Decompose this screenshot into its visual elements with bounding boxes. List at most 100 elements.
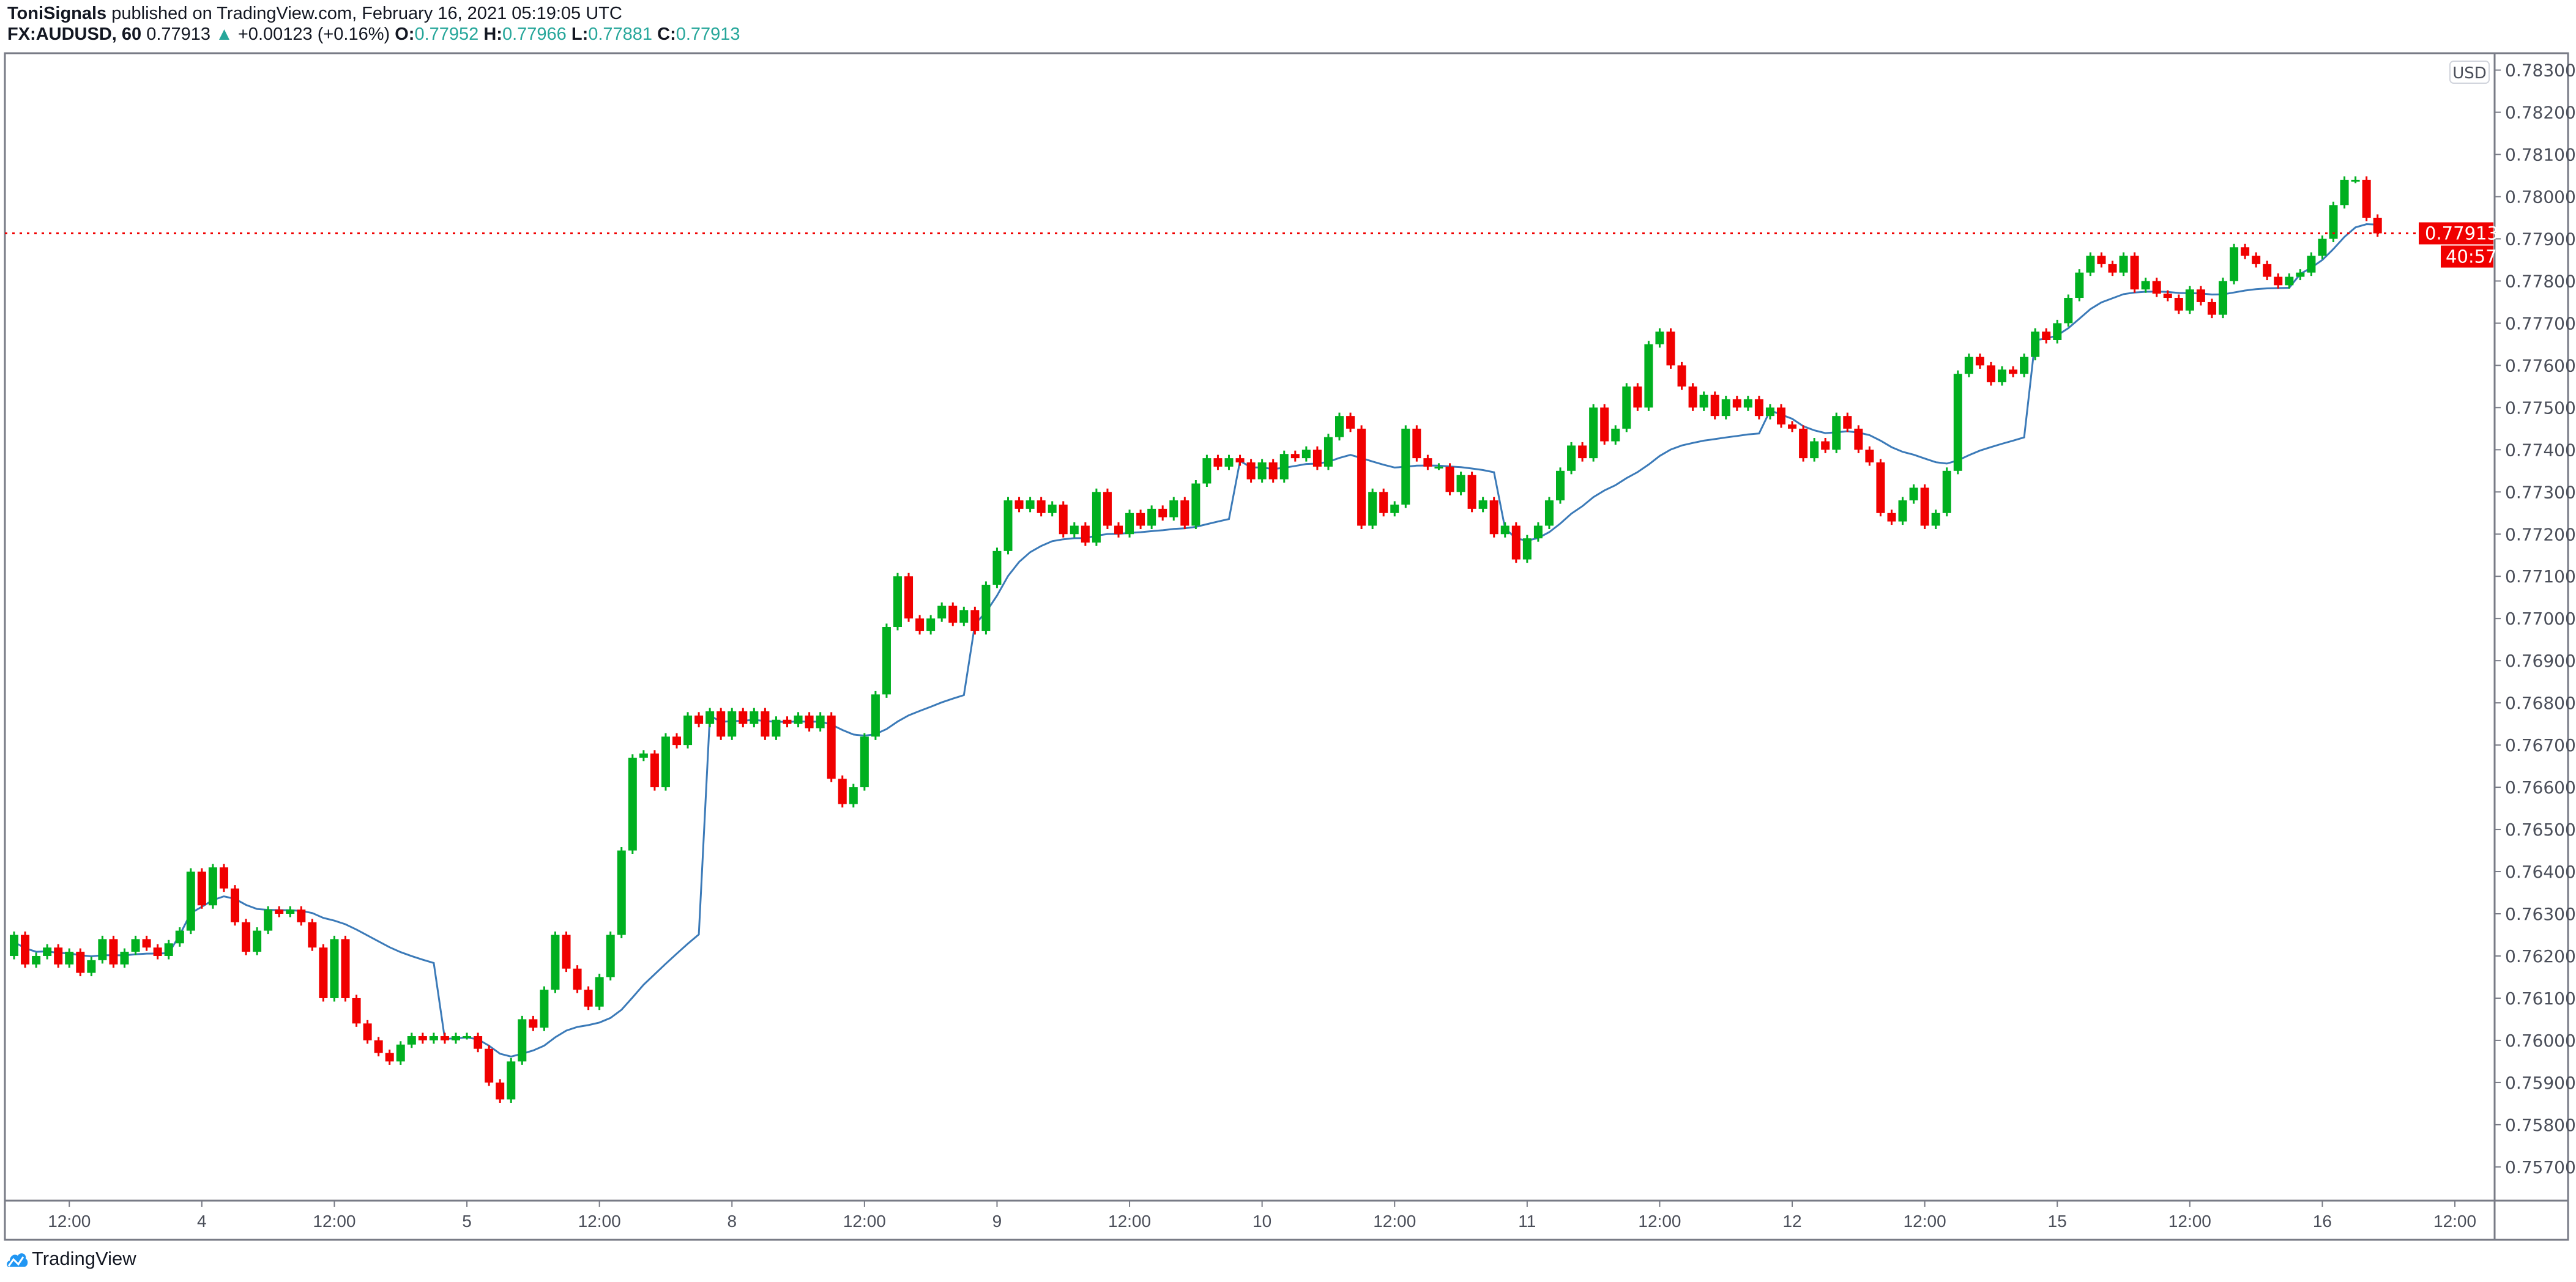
- candle: [164, 939, 173, 960]
- candle-body: [529, 1019, 538, 1028]
- candle-body: [1854, 428, 1863, 450]
- candle: [1346, 412, 1355, 432]
- candle: [175, 927, 184, 947]
- candle-body: [153, 947, 162, 956]
- price-tick-label: 0.76000: [2505, 1031, 2576, 1051]
- candle: [639, 750, 648, 761]
- candle: [153, 944, 162, 960]
- time-tick-label: 12: [1782, 1212, 1801, 1231]
- price-tick-label: 0.76300: [2505, 904, 2576, 924]
- candle: [1478, 497, 1487, 513]
- candle: [1169, 497, 1178, 521]
- candle: [1180, 497, 1189, 529]
- candle-body: [871, 694, 880, 737]
- candle-body: [1622, 386, 1631, 429]
- candle: [1114, 522, 1123, 538]
- tradingview-logo[interactable]: TradingView: [6, 1248, 136, 1270]
- candle-body: [76, 952, 85, 973]
- brand-name: TradingView: [32, 1248, 136, 1269]
- candle-body: [1721, 399, 1730, 417]
- high-value: 0.77966: [502, 24, 567, 44]
- candle: [297, 906, 306, 926]
- candle-body: [2196, 289, 2205, 302]
- candle: [562, 931, 571, 973]
- candle-body: [1909, 487, 1918, 501]
- candle-body: [1059, 504, 1068, 535]
- candle-body: [1511, 525, 1521, 560]
- candle: [32, 952, 41, 968]
- candle: [396, 1041, 405, 1065]
- candle-body: [2207, 302, 2216, 315]
- candle-body: [772, 719, 781, 737]
- candle-body: [1092, 492, 1101, 543]
- candle: [1434, 463, 1443, 470]
- candle: [529, 1015, 538, 1031]
- candle: [1710, 391, 1719, 420]
- candle-body: [385, 1053, 394, 1062]
- candle: [2042, 328, 2051, 344]
- candle-body: [1257, 462, 1267, 480]
- candle: [1611, 425, 1620, 445]
- candle-body: [1445, 466, 1454, 492]
- candle: [772, 716, 781, 740]
- candle-body: [21, 935, 30, 965]
- price-tick-label: 0.77700: [2505, 313, 2576, 333]
- candle: [1511, 522, 1521, 563]
- publish-info: ToniSignals published on TradingView.com…: [7, 4, 622, 24]
- candle-body: [396, 1044, 405, 1062]
- candle-body: [242, 922, 251, 952]
- vwap-polyline: [13, 223, 2378, 1058]
- candle-body: [1213, 458, 1223, 467]
- candle: [87, 957, 96, 977]
- candle: [1810, 438, 1819, 462]
- currency-badge[interactable]: USD: [2449, 61, 2490, 84]
- candle-body: [2141, 281, 2150, 290]
- candle-body: [970, 610, 980, 631]
- candle-body: [1346, 416, 1355, 429]
- candle-body: [937, 606, 947, 619]
- price-tick-label: 0.78000: [2505, 187, 2576, 207]
- candle: [219, 864, 228, 892]
- candle-body: [1677, 365, 1686, 387]
- candle: [926, 615, 936, 635]
- candle-body: [1246, 462, 1256, 480]
- symbol-interval: FX:AUDUSD, 60: [7, 24, 142, 44]
- candle-body: [1070, 525, 1079, 535]
- candle: [1456, 472, 1465, 495]
- candle: [352, 995, 361, 1027]
- time-tick-label: 12:00: [1904, 1212, 1946, 1231]
- time-axis[interactable]: 12:00 4 12:00 5 12:00 8 12:00 9 12:00 10 12:00 11 12…: [48, 1201, 2476, 1231]
- candle: [2329, 201, 2338, 242]
- candle-body: [297, 910, 306, 922]
- candle: [2031, 328, 2040, 361]
- candle-body: [2296, 272, 2305, 277]
- candle: [1191, 480, 1201, 529]
- candle: [1445, 463, 1454, 495]
- candle-body: [440, 1036, 449, 1040]
- candle-body: [750, 711, 759, 724]
- candle-body: [2174, 298, 2183, 311]
- candle: [1312, 446, 1322, 470]
- candle: [1777, 404, 1785, 428]
- price-tick-label: 0.77600: [2505, 355, 2576, 376]
- candle-body: [1368, 492, 1377, 526]
- price-axis[interactable]: 0.78300 0.78200 0.78100 0.78000 0.77900 0.778…: [2495, 61, 2576, 1177]
- candle-body: [540, 990, 549, 1028]
- candle: [2362, 176, 2371, 221]
- candle: [1357, 425, 1366, 529]
- candle: [1544, 497, 1554, 529]
- candle-body: [783, 719, 792, 724]
- candle-body: [275, 910, 284, 914]
- price-tick-label: 0.77800: [2505, 271, 2576, 291]
- candle-body: [1699, 395, 1708, 408]
- candle: [739, 708, 748, 728]
- candle: [1986, 361, 1995, 386]
- candle-body: [87, 960, 96, 973]
- candle-body: [1412, 428, 1421, 459]
- currency-badge-box[interactable]: [2449, 61, 2490, 84]
- candle-body: [186, 872, 195, 931]
- candle: [2274, 273, 2283, 289]
- candle: [2152, 277, 2161, 297]
- candle: [231, 885, 239, 926]
